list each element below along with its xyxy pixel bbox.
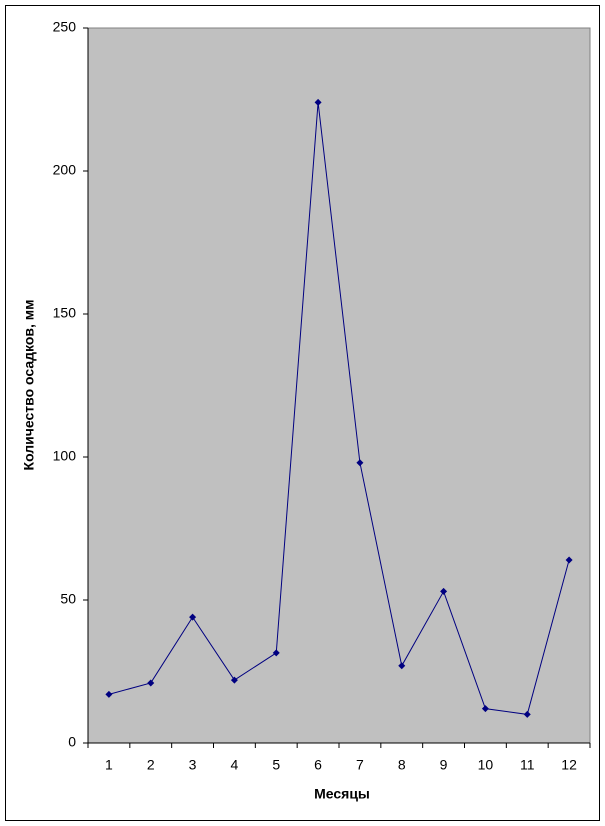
y-tick-label: 200 bbox=[53, 162, 77, 178]
x-axis-title: Месяцы bbox=[314, 786, 370, 802]
marker bbox=[272, 649, 280, 657]
x-tick-label: 8 bbox=[398, 757, 406, 773]
x-tick-label: 7 bbox=[356, 757, 364, 773]
x-tick-label: 5 bbox=[272, 757, 280, 773]
marker bbox=[147, 679, 155, 687]
x-tick-label: 10 bbox=[478, 757, 494, 773]
x-tick-label: 2 bbox=[147, 757, 155, 773]
marker bbox=[398, 662, 406, 670]
marker bbox=[356, 459, 364, 467]
marker bbox=[523, 710, 531, 718]
y-tick-label: 100 bbox=[53, 448, 77, 464]
plot-area bbox=[87, 27, 591, 744]
x-tick-label: 3 bbox=[189, 757, 197, 773]
x-tick-label: 11 bbox=[520, 757, 535, 773]
x-tick-label: 1 bbox=[105, 757, 113, 773]
y-tick-label: 250 bbox=[53, 19, 77, 35]
marker bbox=[440, 587, 448, 595]
x-tick-label: 6 bbox=[314, 757, 322, 773]
marker bbox=[314, 98, 322, 106]
x-tick-label: 12 bbox=[561, 757, 577, 773]
x-tick-label: 9 bbox=[440, 757, 448, 773]
marker bbox=[189, 613, 197, 621]
x-tick-label: 4 bbox=[231, 757, 239, 773]
marker bbox=[481, 705, 489, 713]
marker bbox=[105, 690, 113, 698]
y-tick-label: 0 bbox=[68, 734, 76, 750]
marker bbox=[565, 556, 573, 564]
y-tick-label: 150 bbox=[53, 305, 77, 321]
line bbox=[108, 102, 570, 715]
marker bbox=[230, 676, 238, 684]
y-axis-title: Количество осадков, мм bbox=[21, 300, 37, 471]
y-tick-label: 50 bbox=[60, 591, 76, 607]
